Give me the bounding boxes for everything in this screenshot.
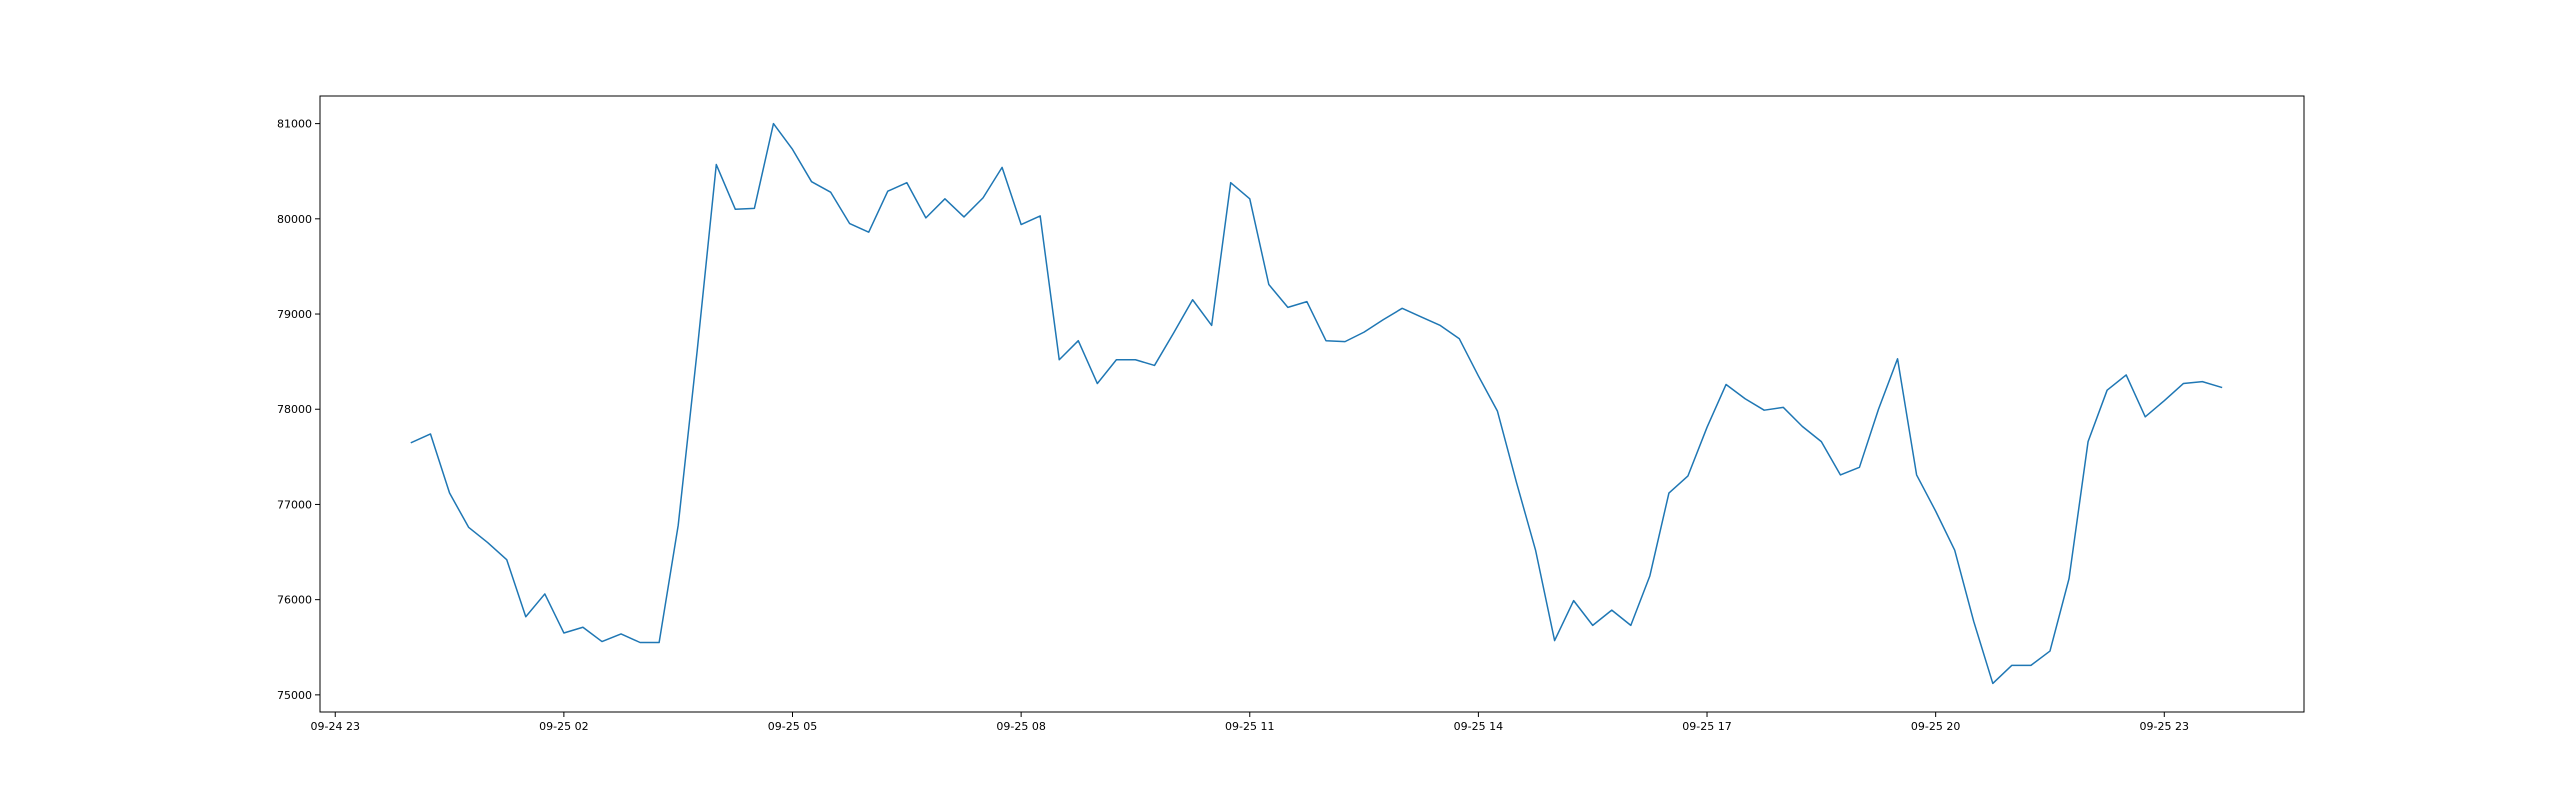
x-tick-label: 09-25 02 <box>539 720 588 733</box>
y-tick-label: 76000 <box>277 594 312 607</box>
x-tick-label: 09-25 05 <box>768 720 817 733</box>
y-tick-label: 77000 <box>277 498 312 511</box>
plot-area-frame <box>319 95 2305 713</box>
x-axis: 09-24 23 09-25 02 09-25 05 09-25 08 09-25 11… <box>311 712 2189 733</box>
y-tick-label: 81000 <box>277 118 312 131</box>
x-tick-label: 09-25 17 <box>1682 720 1731 733</box>
x-tick-label: 09-25 11 <box>1225 720 1274 733</box>
y-tick-label: 80000 <box>277 213 312 226</box>
x-tick-label: 09-25 08 <box>996 720 1045 733</box>
x-tick-label: 09-24 23 <box>311 720 360 733</box>
y-tick-label: 75000 <box>277 689 312 702</box>
x-tick-label: 09-25 23 <box>2140 720 2189 733</box>
y-tick-label: 79000 <box>277 308 312 321</box>
x-tick-label: 09-25 14 <box>1454 720 1503 733</box>
x-tick-label: 09-25 20 <box>1911 720 1960 733</box>
y-tick-label: 78000 <box>277 403 312 416</box>
y-axis: 75000 76000 77000 78000 79000 80000 81000 <box>277 118 320 702</box>
series-line <box>410 122 2223 685</box>
